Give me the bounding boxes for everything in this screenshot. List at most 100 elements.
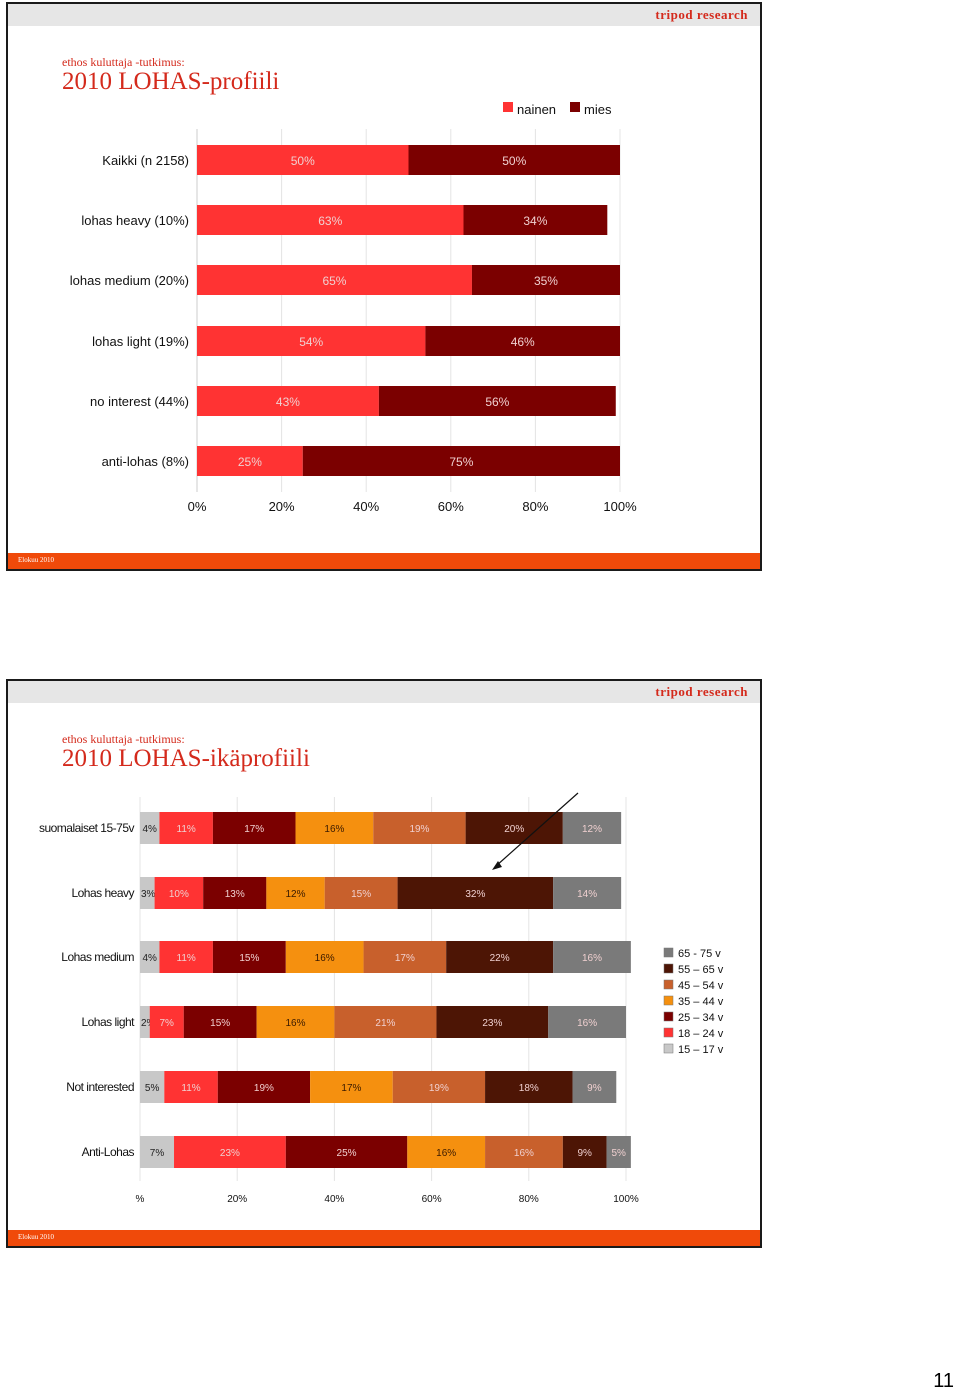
bar-data-label: 21% xyxy=(375,1018,395,1029)
bar-data-label: 54% xyxy=(299,335,323,349)
bar-segment xyxy=(562,812,622,844)
bar-segment xyxy=(436,1006,549,1038)
bar-segment xyxy=(154,877,204,909)
bar-data-label: 5% xyxy=(611,1148,626,1159)
bar-data-label: 20% xyxy=(504,824,524,835)
bar-data-label: 34% xyxy=(523,214,547,228)
age-chart: % 20% 40% 60% 80% 100% suomalaiset 15-75v 4% 11%… xyxy=(39,792,724,1205)
legend-swatch xyxy=(663,947,674,958)
bar-segment xyxy=(606,1136,631,1168)
x-tick-label: 40% xyxy=(324,1194,344,1205)
bar-segment xyxy=(302,446,620,476)
bar-data-label: 19% xyxy=(429,1083,449,1094)
bar-data-label: 23% xyxy=(220,1148,240,1159)
x-tick-label: 40% xyxy=(353,499,379,514)
brand-logo: tripod research xyxy=(655,7,748,22)
bar-data-label: 18% xyxy=(519,1083,539,1094)
bar-segment xyxy=(334,1006,437,1038)
bar-data-label: 16% xyxy=(582,953,602,964)
category-label: lohas heavy (10%) xyxy=(81,213,189,228)
bar-segment xyxy=(378,386,616,416)
legend-swatch xyxy=(503,102,513,112)
bar-data-label: 32% xyxy=(465,889,485,900)
bar-segment xyxy=(140,941,160,973)
bar-segment xyxy=(164,1071,218,1103)
category-label: suomalaiset 15-75v xyxy=(39,821,135,835)
bar-data-label: 10% xyxy=(169,889,189,900)
bar-segment xyxy=(266,877,325,909)
slide-subtitle: ethos kuluttaja -tutkimus: xyxy=(62,55,185,69)
bar-segment xyxy=(285,941,364,973)
bar-data-label: 14% xyxy=(577,889,597,900)
bar-segment xyxy=(363,941,447,973)
bar-data-label: 25% xyxy=(337,1148,357,1159)
x-tick-label: 80% xyxy=(522,499,548,514)
x-tick-label: 80% xyxy=(519,1194,539,1205)
bar-segment xyxy=(310,1071,393,1103)
bar-data-label: 23% xyxy=(482,1018,502,1029)
bar-data-label: 17% xyxy=(395,953,415,964)
slide-lohas-profile: tripod research ethos kuluttaja -tutkimu… xyxy=(6,2,762,571)
category-label: no interest (44%) xyxy=(90,394,189,409)
bar-data-label: 11% xyxy=(177,824,196,835)
bar-data-label: 11% xyxy=(181,1083,200,1094)
bar-data-label: 15% xyxy=(351,889,371,900)
slide-footer-bar: Elokuu 2010 xyxy=(8,1230,760,1246)
slide-header-bar: tripod research xyxy=(8,4,760,26)
bar-data-label: 16% xyxy=(324,824,344,835)
bar-segment xyxy=(425,326,620,356)
category-label: Lohas medium xyxy=(61,950,134,964)
bar-segment xyxy=(197,265,472,295)
bar-segment xyxy=(324,877,398,909)
bar-segment xyxy=(197,446,303,476)
annotation-arrow-head xyxy=(492,861,502,870)
bar-segment xyxy=(471,265,620,295)
legend-swatch xyxy=(663,1027,674,1038)
bar-data-label: 75% xyxy=(449,455,473,469)
bar-segment xyxy=(465,812,563,844)
category-label: lohas medium (20%) xyxy=(70,273,189,288)
bar-segment xyxy=(572,1071,617,1103)
bar-data-label: 65% xyxy=(322,274,346,288)
bar-segment xyxy=(256,1006,335,1038)
bar-segment xyxy=(392,1071,486,1103)
bar-data-label: 16% xyxy=(286,1018,306,1029)
annotation-arrow-line xyxy=(495,792,579,867)
bar-data-label: 9% xyxy=(577,1148,592,1159)
legend-label: 35 – 44 v xyxy=(678,996,724,1008)
bar-segment xyxy=(140,877,155,909)
legend-label: 55 – 65 v xyxy=(678,964,724,976)
category-label: Lohas light xyxy=(81,1015,135,1029)
bar-segment xyxy=(407,1136,486,1168)
legend-label: 65 - 75 v xyxy=(678,948,721,960)
gender-chart: 0% 20% 40% 60% 80% 100% Kaikki (n 2158) 50% 50% l… xyxy=(70,102,637,514)
bar-segment xyxy=(140,1006,150,1038)
category-label: Not interested xyxy=(66,1080,134,1094)
category-label: anti-lohas (8%) xyxy=(102,454,189,469)
x-tick-label: % xyxy=(136,1194,145,1205)
category-label: Kaikki (n 2158) xyxy=(102,153,189,168)
legend-label: mies xyxy=(584,102,612,117)
category-label: Lohas heavy xyxy=(71,886,134,900)
bar-data-label: 17% xyxy=(244,824,264,835)
slide-lohas-age-profile: tripod research ethos kuluttaja -tutkimu… xyxy=(6,679,762,1248)
bar-data-label: 13% xyxy=(225,889,245,900)
bar-data-label: 16% xyxy=(577,1018,597,1029)
bar-data-label: 2% xyxy=(141,1018,156,1029)
bar-data-label: 35% xyxy=(534,274,558,288)
bar-segment xyxy=(149,1006,184,1038)
footer-date: Elokuu 2010 xyxy=(18,556,54,564)
bar-data-label: 19% xyxy=(254,1083,274,1094)
bar-segment xyxy=(553,877,622,909)
bar-data-label: 11% xyxy=(177,953,196,964)
brand-logo: tripod research xyxy=(655,684,748,699)
page-number: 11 xyxy=(933,1370,954,1392)
slide-header-bar: tripod research xyxy=(8,681,760,703)
bar-segment xyxy=(485,1136,563,1168)
slide-title: 2010 LOHAS-profiili xyxy=(62,68,280,95)
bar-segment xyxy=(548,1006,626,1038)
bar-data-label: 15% xyxy=(210,1018,230,1029)
bar-data-label: 22% xyxy=(490,953,510,964)
legend-label: 45 – 54 v xyxy=(678,980,724,992)
bar-segment xyxy=(140,812,160,844)
